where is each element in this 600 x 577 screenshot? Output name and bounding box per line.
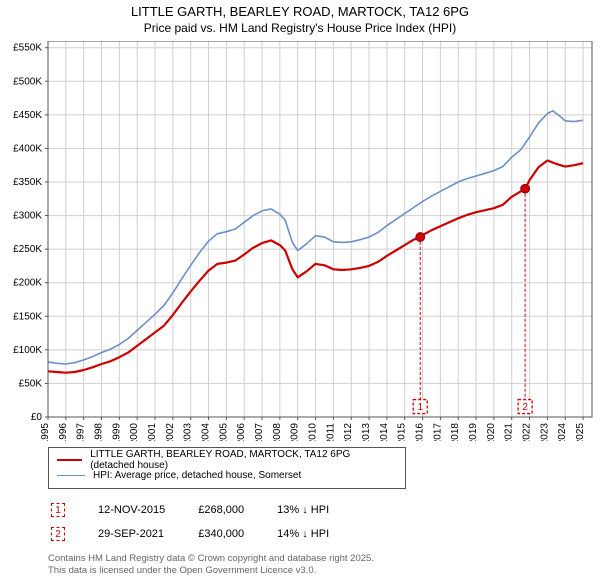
svg-text:2001: 2001 (147, 422, 158, 440)
sale-row: 1 12-NOV-2015£268,00013% ↓ HPI (50, 499, 359, 521)
sale-price: £268,000 (197, 499, 274, 521)
svg-text:2025: 2025 (575, 422, 586, 440)
sale-delta: 14% ↓ HPI (276, 523, 359, 545)
svg-text:1996: 1996 (58, 422, 69, 440)
svg-text:2020: 2020 (486, 422, 497, 440)
legend-label: HPI: Average price, detached house, Some… (93, 470, 301, 481)
legend-swatch (57, 475, 85, 476)
svg-text:£150K: £150K (13, 311, 42, 322)
svg-text:2013: 2013 (361, 422, 372, 440)
svg-text:£450K: £450K (13, 110, 42, 121)
svg-text:2024: 2024 (557, 422, 568, 440)
svg-text:£200K: £200K (13, 278, 42, 289)
chart-container: LITTLE GARTH, BEARLEY ROAD, MARTOCK, TA1… (0, 0, 600, 560)
svg-text:1995: 1995 (40, 422, 51, 440)
svg-text:2007: 2007 (254, 422, 265, 440)
svg-text:2019: 2019 (468, 422, 479, 440)
svg-text:2: 2 (522, 402, 528, 413)
chart-subtitle: Price paid vs. HM Land Registry's House … (0, 21, 600, 35)
svg-text:2010: 2010 (308, 422, 319, 440)
svg-text:1997: 1997 (76, 422, 87, 440)
svg-text:2000: 2000 (129, 422, 140, 440)
svg-text:£300K: £300K (13, 210, 42, 221)
svg-text:2021: 2021 (504, 422, 515, 440)
svg-text:2018: 2018 (450, 422, 461, 440)
svg-text:2023: 2023 (539, 422, 550, 440)
svg-text:2004: 2004 (201, 422, 212, 440)
svg-text:1998: 1998 (94, 422, 105, 440)
svg-text:2008: 2008 (272, 422, 283, 440)
svg-text:2017: 2017 (432, 422, 443, 440)
svg-text:£550K: £550K (13, 43, 42, 54)
chart-legend: LITTLE GARTH, BEARLEY ROAD, MARTOCK, TA1… (48, 447, 406, 489)
chart-title: LITTLE GARTH, BEARLEY ROAD, MARTOCK, TA1… (0, 0, 600, 21)
sales-table: 1 12-NOV-2015£268,00013% ↓ HPI 2 29-SEP-202… (48, 497, 361, 547)
svg-text:£400K: £400K (13, 143, 42, 154)
svg-text:£500K: £500K (13, 76, 42, 87)
chart-plot-area: £0 £50K £100K £150K £200K £250K £300K £350K £400… (0, 41, 600, 441)
svg-text:2022: 2022 (522, 422, 533, 440)
legend-swatch (57, 459, 82, 461)
svg-text:2014: 2014 (379, 422, 390, 440)
svg-text:1999: 1999 (111, 422, 122, 440)
sale-date: 29-SEP-2021 (97, 523, 195, 545)
svg-text:£100K: £100K (13, 345, 42, 356)
legend-label: LITTLE GARTH, BEARLEY ROAD, MARTOCK, TA1… (90, 449, 397, 471)
svg-text:2006: 2006 (236, 422, 247, 440)
svg-text:2002: 2002 (165, 422, 176, 440)
footer-line-2: This data is licensed under the Open Gov… (48, 565, 600, 577)
footer-line-1: Contains HM Land Registry data © Crown c… (48, 553, 600, 565)
svg-text:2016: 2016 (415, 422, 426, 440)
attribution-footer: Contains HM Land Registry data © Crown c… (48, 553, 600, 577)
svg-text:2012: 2012 (343, 422, 354, 440)
svg-text:2009: 2009 (290, 422, 301, 440)
svg-text:£50K: £50K (19, 378, 43, 389)
line-chart-svg: £0 £50K £100K £150K £200K £250K £300K £350K £400… (0, 41, 600, 441)
sale-date: 12-NOV-2015 (97, 499, 195, 521)
svg-text:£0: £0 (31, 412, 43, 423)
sale-price: £340,000 (197, 523, 274, 545)
legend-row: LITTLE GARTH, BEARLEY ROAD, MARTOCK, TA1… (57, 452, 397, 468)
svg-text:1: 1 (417, 402, 423, 413)
svg-text:2003: 2003 (183, 422, 194, 440)
svg-text:£250K: £250K (13, 244, 42, 255)
svg-text:2015: 2015 (397, 422, 408, 440)
sale-row: 2 29-SEP-2021£340,00014% ↓ HPI (50, 523, 359, 545)
sale-delta: 13% ↓ HPI (276, 499, 359, 521)
svg-text:2005: 2005 (218, 422, 229, 440)
svg-text:£350K: £350K (13, 177, 42, 188)
sale-marker-box: 2 (51, 527, 65, 541)
svg-text:2011: 2011 (325, 422, 336, 440)
sale-marker-box: 1 (51, 503, 65, 517)
